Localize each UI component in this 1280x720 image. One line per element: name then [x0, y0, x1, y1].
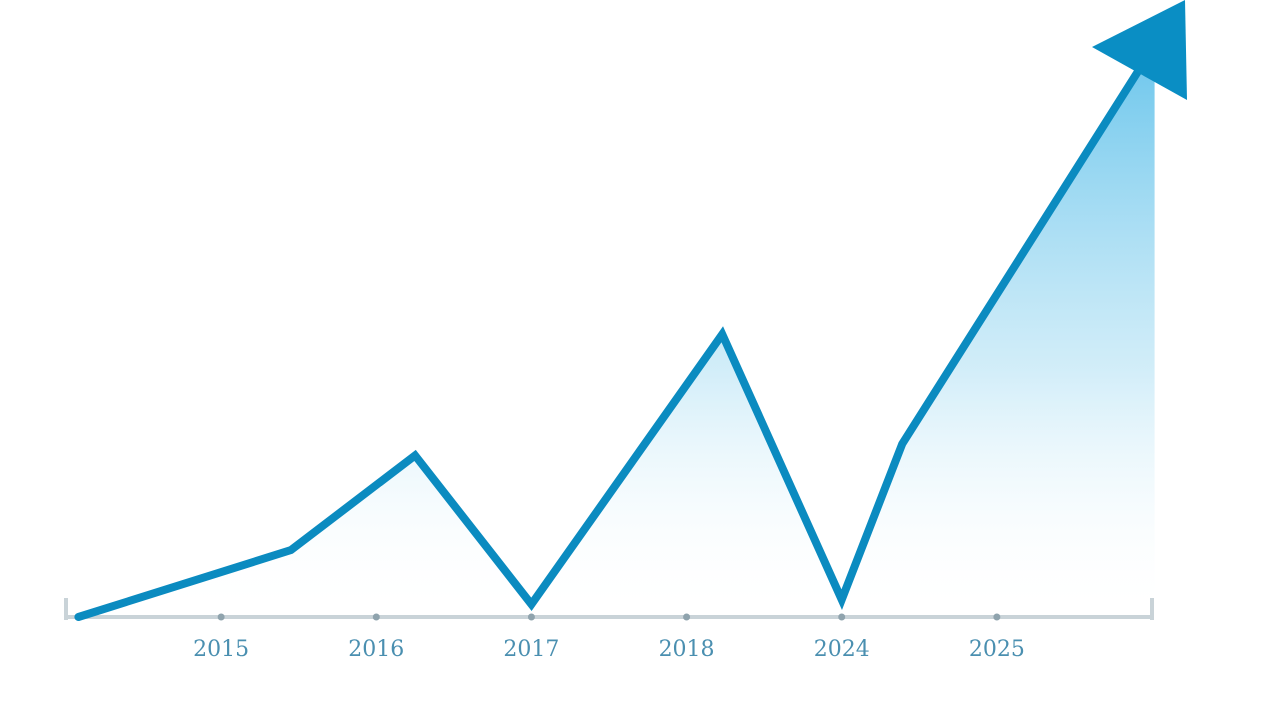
x-tick [993, 613, 1001, 621]
x-tick [683, 613, 691, 621]
line [74, 64, 1144, 621]
x-tick-label: 2018 [659, 637, 715, 662]
x-tick-label: 2017 [503, 637, 559, 662]
x-tick-label: 2024 [814, 637, 870, 662]
x-tick [217, 613, 225, 621]
x-tick-label: 2025 [969, 637, 1025, 662]
area [78, 68, 1155, 618]
x-tick [527, 613, 535, 621]
x-tick-label: 2016 [348, 637, 404, 662]
x-tick [372, 613, 380, 621]
x-axis [64, 598, 1154, 620]
x-tick [838, 613, 846, 621]
arrow-head [1092, 0, 1187, 100]
x-tick-label: 2015 [193, 637, 249, 662]
